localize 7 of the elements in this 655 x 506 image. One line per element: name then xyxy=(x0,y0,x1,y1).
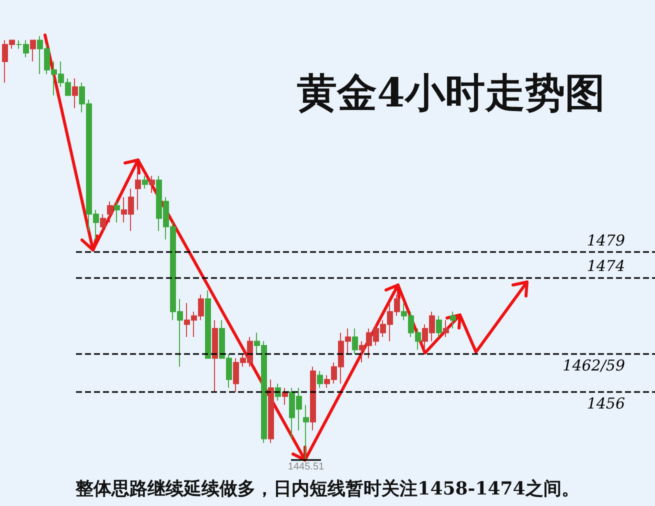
text: 1462/59 xyxy=(562,356,626,374)
text: 1456 xyxy=(586,394,626,413)
text: 1479 xyxy=(586,232,626,250)
text: 黄金4小时走势图 xyxy=(297,70,606,116)
text: 1474 xyxy=(586,257,625,276)
text: 整体思路继续延续做多，日内短线暂时关注1458-1474之间。 xyxy=(74,478,580,500)
text: 1445.51 xyxy=(288,461,325,472)
